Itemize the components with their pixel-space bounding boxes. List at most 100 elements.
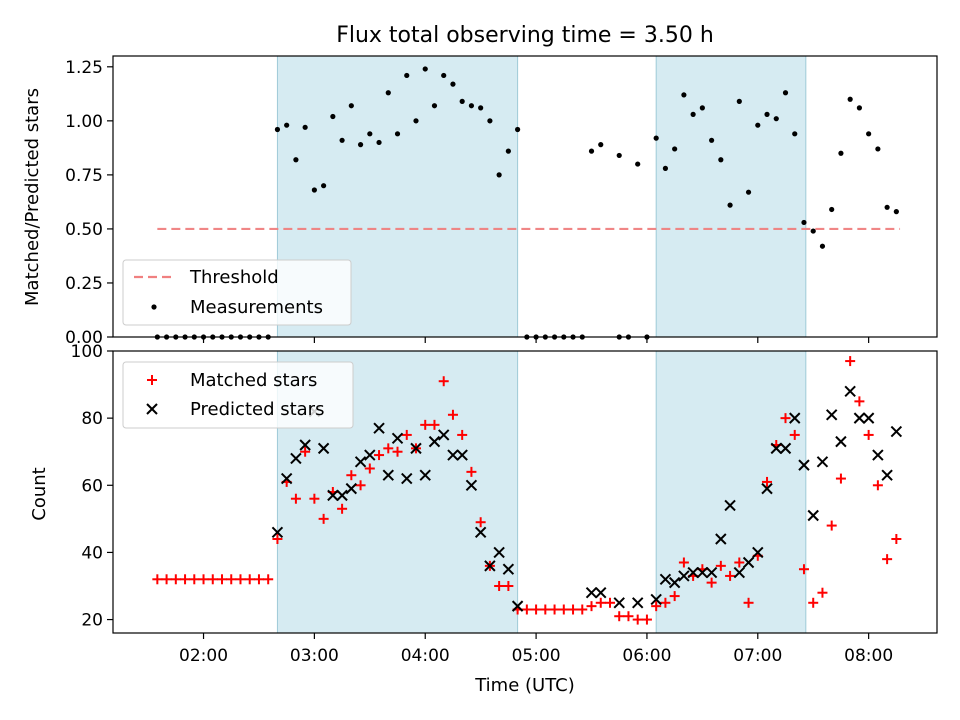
- matched-star-point: [789, 429, 800, 440]
- matched-star-point: [808, 597, 819, 608]
- measurement-point: [635, 161, 641, 167]
- count-legend-box: [122, 361, 354, 429]
- measurement-point: [413, 118, 419, 124]
- predicted-star-point: [872, 449, 884, 461]
- predicted-star-point: [373, 422, 385, 434]
- x-tick-label: 04:00: [401, 646, 450, 666]
- matched-star-point: [882, 554, 893, 565]
- matched-star-point: [475, 517, 486, 528]
- measurement-point: [653, 135, 659, 141]
- measurement-point: [792, 131, 798, 137]
- ratio-panel: 0.00 0.25 0.50 0.75 1.00 1.25 Matched/Predict…: [22, 55, 938, 348]
- measurement-point: [496, 172, 502, 178]
- ratio-y-axis-label: Matched/Predicted stars: [22, 88, 43, 306]
- y-tick-label: 0.75: [65, 166, 103, 186]
- matched-star-point: [457, 429, 468, 440]
- predicted-star-point: [465, 479, 478, 491]
- measurement-point: [302, 124, 308, 130]
- matched-star-point: [503, 581, 514, 591]
- predicted-star-point: [659, 573, 672, 585]
- matched-star-point: [798, 564, 809, 575]
- matched-star-point: [466, 466, 477, 477]
- y-tick-label: 0.25: [65, 274, 103, 294]
- measurement-point: [515, 126, 521, 133]
- matched-star-point: [217, 574, 228, 585]
- measurement-point: [736, 98, 742, 104]
- measurement-point: [773, 116, 779, 122]
- predicted-star-point: [511, 600, 524, 612]
- predicted-star-point: [271, 526, 284, 538]
- legend-plus-marker: [147, 375, 157, 385]
- observing-span: [655, 55, 807, 338]
- predicted-star-point: [280, 472, 293, 485]
- predicted-star-point: [862, 412, 875, 424]
- predicted-star-point: [798, 459, 810, 471]
- predicted-star-point: [493, 546, 505, 559]
- x-tick-label: 08:00: [844, 646, 893, 666]
- predicted-star-point: [816, 456, 829, 468]
- matched-star-point: [632, 614, 643, 625]
- matched-star-point: [863, 429, 874, 440]
- measurement-point: [764, 111, 770, 117]
- matched-star-point: [309, 493, 320, 504]
- predicted-star-point: [678, 570, 690, 582]
- matched-star-point: [604, 597, 615, 608]
- ratio-panel-frame: [112, 55, 938, 338]
- measurement-point: [893, 209, 899, 215]
- matched-star-point: [549, 604, 560, 615]
- predicted-star-point: [382, 469, 394, 481]
- measurement-point: [838, 150, 844, 156]
- matched-star-point: [374, 450, 385, 461]
- measurement-point: [662, 165, 669, 171]
- matched-star-point: [198, 574, 209, 585]
- matched-star-point: [244, 574, 255, 585]
- matched-star-point: [725, 570, 736, 581]
- matched-star-point: [734, 557, 745, 568]
- measurement-point: [376, 139, 382, 146]
- chart-title: Flux total observing time = 3.50 h: [336, 23, 714, 48]
- predicted-star-point: [447, 449, 459, 461]
- matched-star-point: [669, 591, 680, 602]
- matched-star-point: [845, 356, 856, 367]
- predicted-star-point: [428, 435, 441, 448]
- predicted-star-point: [890, 425, 903, 438]
- measurement-point: [810, 228, 816, 234]
- predicted-star-point: [881, 469, 893, 481]
- legend-cross-marker: [146, 403, 158, 415]
- matched-star-point: [383, 443, 394, 454]
- predicted-star-point: [835, 435, 847, 448]
- matched-star-point: [817, 587, 828, 598]
- x-axis-label: Time (UTC): [474, 675, 575, 696]
- matched-star-point: [678, 557, 689, 568]
- predicted-star-point: [327, 489, 339, 502]
- measurement-point: [284, 122, 290, 128]
- measurement-point: [404, 72, 410, 79]
- predicted-star-point: [585, 587, 598, 599]
- measurement-point: [459, 98, 465, 104]
- measurement-point: [745, 189, 752, 195]
- predicted-star-point: [419, 469, 431, 481]
- predicted-star-point: [484, 560, 496, 572]
- count-y-axis-label: Count: [29, 467, 50, 520]
- matched-star-point: [170, 574, 181, 585]
- predicted-star-point: [401, 472, 413, 485]
- measurement-point: [293, 157, 299, 163]
- matched-star-point: [540, 604, 551, 615]
- matched-star-point: [835, 473, 846, 484]
- matched-star-point: [420, 419, 431, 430]
- y-tick-label: 60: [81, 476, 103, 496]
- predicted-star-point: [438, 429, 450, 441]
- matched-star-point: [595, 597, 606, 608]
- measurement-point: [394, 131, 401, 137]
- legend-measurements-label: Measurements: [190, 297, 323, 318]
- matched-star-point: [568, 604, 579, 615]
- legend-threshold-label: Threshold: [189, 267, 279, 288]
- ratio-legend: Threshold Measurements: [122, 259, 352, 326]
- measurement-point: [884, 204, 890, 210]
- measurement-point: [450, 81, 456, 87]
- predicted-star-point: [299, 439, 311, 451]
- predicted-star-point: [789, 412, 801, 424]
- legend-matched-label: Matched stars: [190, 370, 317, 391]
- y-tick-label: 1.00: [65, 112, 103, 132]
